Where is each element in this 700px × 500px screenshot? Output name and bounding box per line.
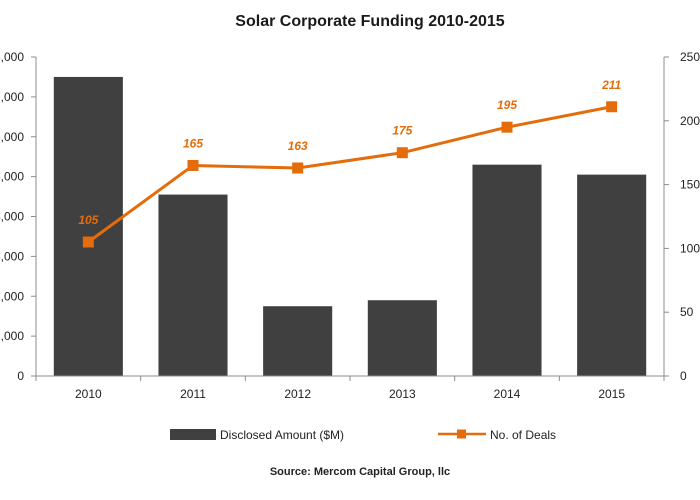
bar-2011: [158, 194, 228, 376]
deals-marker-2010: [82, 236, 94, 248]
legend-label-no-of-deals: No. of Deals: [490, 428, 556, 442]
right-tick-label: 100: [680, 241, 700, 255]
left-tick-label: 6,000: [0, 130, 24, 144]
right-tick-label: 50: [680, 305, 694, 319]
legend: Disclosed Amount ($M) No. of Deals: [170, 428, 556, 442]
left-tick-label: 8,000: [0, 50, 24, 64]
deals-line: [87, 105, 612, 244]
deals-data-label: 175: [392, 124, 412, 138]
left-tick-label: 3,000: [0, 249, 24, 263]
x-tick-label: 2010: [75, 387, 102, 401]
x-tick-label: 2011: [180, 387, 206, 401]
left-tick-label: 4,000: [0, 210, 24, 224]
right-axis: 0 50 100 150 200 250: [663, 50, 700, 383]
deals-data-label: 211: [601, 78, 621, 92]
deals-marker-2011: [187, 159, 199, 171]
source-note: Source: Mercom Capital Group, llc: [270, 466, 450, 478]
x-tick-label: 2014: [494, 387, 521, 401]
left-tick-label: 7,000: [0, 90, 24, 104]
x-axis: 2010 2011 2012 2013 2014 2015: [35, 375, 665, 401]
deals-data-label: 165: [183, 136, 203, 150]
deals-data-label: 163: [288, 139, 308, 153]
legend-swatch-disclosed-amount: [170, 429, 216, 440]
x-tick-label: 2015: [598, 387, 625, 401]
deals-marker-2015: [606, 101, 618, 113]
bar-2015: [577, 174, 647, 376]
right-tick-label: 250: [680, 50, 700, 64]
left-tick-label: 0: [17, 369, 24, 383]
left-tick-label: 1,000: [0, 329, 24, 343]
deals-marker-2012: [292, 162, 304, 174]
right-tick-label: 200: [680, 114, 700, 128]
right-tick-label: 150: [680, 178, 700, 192]
legend-marker-no-of-deals: [457, 429, 466, 439]
bar-2013: [367, 300, 437, 376]
deals-data-label: 195: [497, 98, 517, 112]
chart-title: Solar Corporate Funding 2010-2015: [235, 13, 505, 30]
x-tick-label: 2012: [284, 387, 311, 401]
left-tick-label: 5,000: [0, 170, 24, 184]
legend-label-disclosed-amount: Disclosed Amount ($M): [220, 428, 344, 442]
x-tick-label: 2013: [389, 387, 416, 401]
bar-2014: [472, 164, 542, 376]
left-tick-label: 2,000: [0, 289, 24, 303]
deals-marker-2013: [396, 147, 408, 159]
deals-marker-2014: [501, 121, 513, 133]
left-axis: 0 1,000 2,000 3,000 4,000 5,000 6,000 7,000 8,00…: [0, 50, 37, 383]
right-tick-label: 0: [680, 369, 687, 383]
bar-2012: [263, 306, 333, 376]
line-series: 105 165 163 175 195 211: [78, 78, 622, 248]
bar-series: [53, 76, 647, 376]
deals-data-label: 105: [78, 213, 98, 227]
